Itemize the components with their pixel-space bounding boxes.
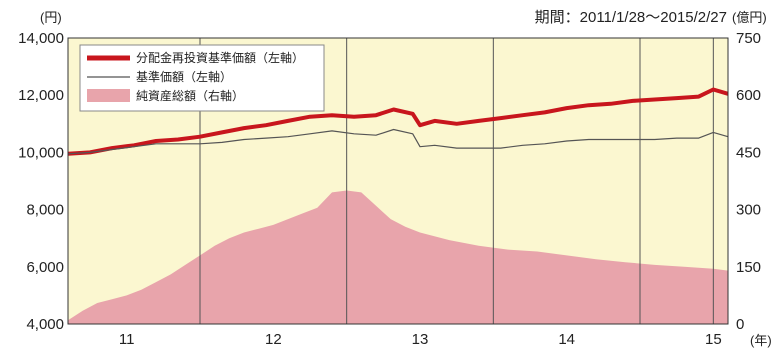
right-tick-label: 0 [736,316,744,333]
legend-label-net-assets: 純資産総額（右軸） [136,88,244,103]
right-tick-label: 300 [736,202,761,219]
legend-swatch-net-assets [87,89,130,102]
line-series-layer [67,87,729,156]
right-tick-label: 150 [736,259,761,276]
plot-frame [67,37,729,325]
x-axis-ticks: 11 12 13 14 15 [119,331,722,348]
legend: 分配金再投資基準価額（左軸） 基準価額（左軸） 純資産総額（右軸） [79,44,325,112]
x-tick-label: 15 [705,331,722,348]
left-axis-ticks: 4,000 6,000 8,000 10,000 12,000 14,000 [18,30,64,333]
x-tick-label: 13 [412,331,429,348]
right-axis-ticks: 0 150 300 450 600 750 [736,30,761,333]
right-tick-label: 600 [736,87,761,104]
left-axis-unit: (円) [40,10,62,25]
legend-label-nav: 基準価額（左軸） [136,69,232,84]
right-tick-label: 750 [736,30,761,47]
x-tick-label: 12 [265,331,282,348]
series-nav-reinvested-line [67,87,729,156]
net-assets-area-layer [68,190,728,324]
left-tick-label: 4,000 [26,316,64,333]
x-axis-unit: (年) [750,333,772,348]
series-net-assets-area [68,190,728,324]
left-tick-label: 12,000 [18,87,64,104]
left-tick-label: 10,000 [18,144,64,161]
legend-label-nav-reinvested: 分配金再投資基準価額（左軸） [136,50,304,65]
series-nav-line [67,128,729,155]
right-axis-unit: (億円) [732,10,767,25]
x-tick-label: 11 [119,331,135,348]
left-tick-label: 6,000 [26,259,64,276]
left-tick-label: 8,000 [26,202,64,219]
period-label: 期間：2011/1/28〜2015/2/27 [535,9,727,26]
left-tick-label: 14,000 [18,30,64,47]
x-tick-label: 14 [558,331,575,348]
right-tick-label: 450 [736,144,761,161]
